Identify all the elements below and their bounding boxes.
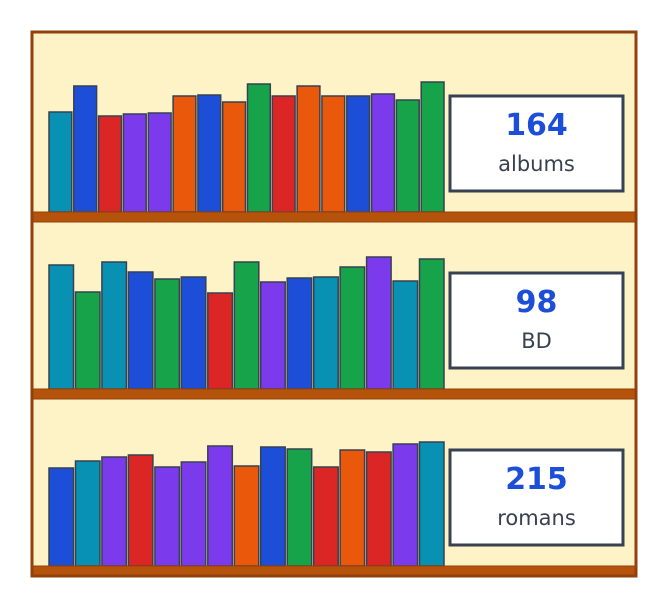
book-3-14 <box>392 443 419 567</box>
bookcase-frame <box>30 30 638 578</box>
book-2-10 <box>286 277 313 390</box>
shelf-card-box <box>448 94 625 193</box>
book-1-9 <box>246 83 272 213</box>
shelf-card-2: 98 BD <box>448 271 625 370</box>
book-3-1 <box>48 467 75 567</box>
book-1-11 <box>296 85 321 213</box>
book-2-12 <box>339 266 366 390</box>
shelf-count: 98 <box>516 285 558 320</box>
shelf-card-box <box>448 271 625 370</box>
book-3-6 <box>180 461 207 567</box>
book-3-2 <box>74 460 101 567</box>
book-1-5 <box>147 112 172 213</box>
book-3-11 <box>312 466 339 567</box>
shelf-label: romans <box>497 506 576 530</box>
book-2-5 <box>154 278 181 390</box>
book-2-1 <box>48 264 75 390</box>
shelf-card-3: 215 romans <box>448 448 625 547</box>
book-3-15 <box>418 441 445 567</box>
book-3-3 <box>101 456 128 567</box>
book-3-5 <box>154 466 181 567</box>
shelf-plank-1 <box>31 211 637 223</box>
book-1-6 <box>172 95 197 213</box>
book-2-11 <box>312 276 339 390</box>
shelf-label: albums <box>498 152 575 176</box>
book-3-9 <box>259 446 286 567</box>
books-layer <box>48 81 445 567</box>
book-1-12 <box>321 95 346 213</box>
book-3-8 <box>233 465 260 567</box>
book-1-16 <box>420 81 445 213</box>
book-1-7 <box>197 94 222 213</box>
shelf-count: 215 <box>505 462 568 497</box>
book-2-4 <box>127 271 154 390</box>
book-2-2 <box>74 291 101 390</box>
book-3-10 <box>286 448 313 567</box>
book-1-3 <box>97 115 123 213</box>
book-3-12 <box>339 449 366 567</box>
book-2-15 <box>418 258 445 390</box>
book-2-8 <box>233 261 260 390</box>
book-3-7 <box>207 445 234 567</box>
book-1-15 <box>395 99 420 213</box>
book-1-14 <box>370 93 396 213</box>
book-2-13 <box>365 256 392 390</box>
book-2-7 <box>207 292 234 390</box>
book-1-1 <box>48 111 73 213</box>
book-2-14 <box>392 280 419 390</box>
shelf-count: 164 <box>505 108 568 143</box>
book-2-9 <box>259 281 286 390</box>
shelf-card-box <box>448 448 625 547</box>
book-2-6 <box>180 276 207 390</box>
book-1-8 <box>221 101 247 213</box>
book-1-13 <box>346 95 371 213</box>
shelf-card-1: 164 albums <box>448 94 625 193</box>
book-1-4 <box>122 113 147 213</box>
book-2-3 <box>101 261 128 390</box>
shelf-plank-2 <box>31 388 637 400</box>
book-3-13 <box>365 451 392 567</box>
book-1-2 <box>73 85 98 213</box>
book-1-10 <box>271 95 296 213</box>
book-3-4 <box>127 454 154 567</box>
shelf-label: BD <box>521 329 552 353</box>
